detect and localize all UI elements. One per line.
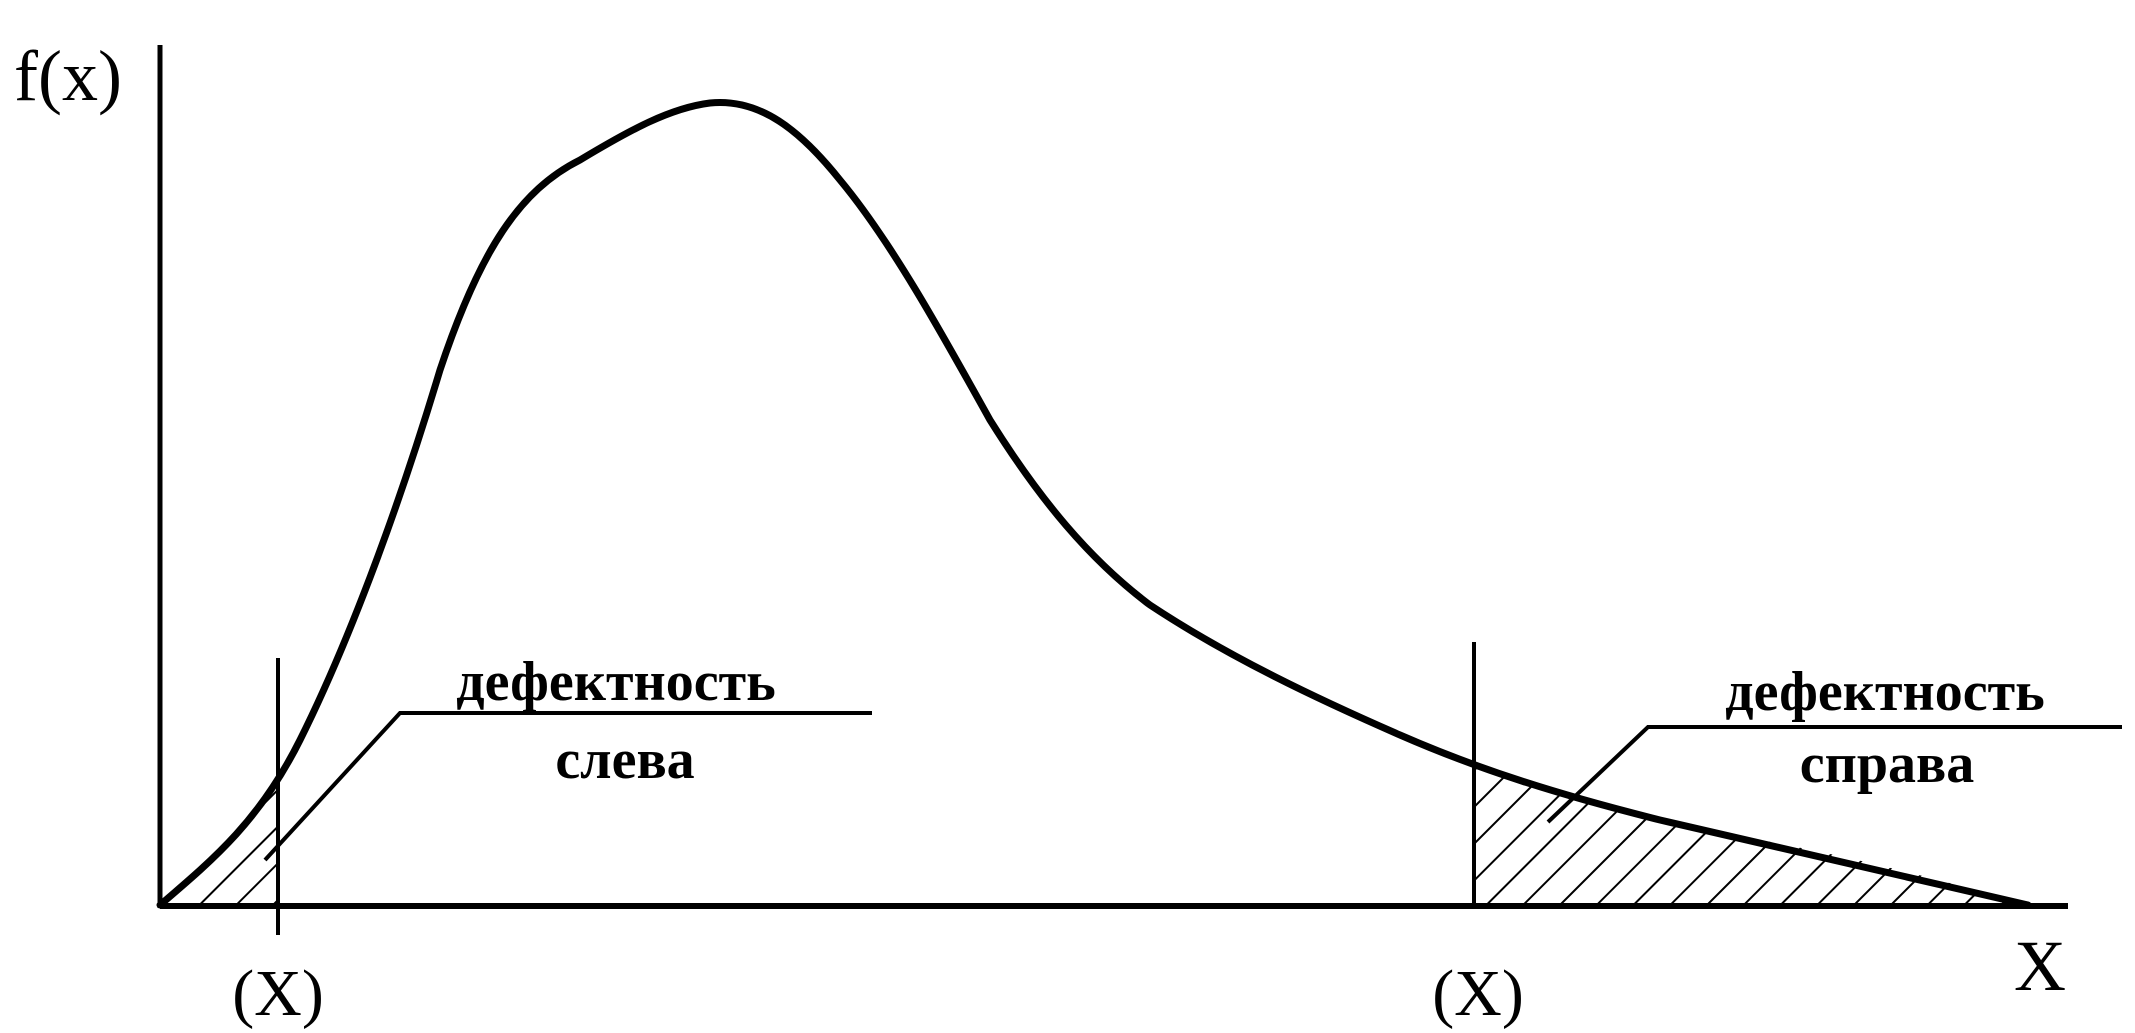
left-defect-region	[160, 780, 278, 905]
right-note-line1: дефектность	[1725, 661, 2044, 723]
y-axis-label: f(x)	[14, 36, 122, 116]
right-note-line2: справа	[1800, 733, 1975, 795]
right-limit-label: (X)	[1432, 957, 1524, 1030]
right-note-leader	[1546, 725, 2122, 824]
left-note-leader	[263, 711, 872, 862]
density-curve	[156, 98, 2032, 909]
left-note-line1: дефектность	[456, 651, 775, 713]
left-limit-label: (X)	[232, 957, 324, 1030]
left-note-line2: слева	[555, 729, 694, 791]
x-axis-label: X	[2014, 926, 2066, 1006]
